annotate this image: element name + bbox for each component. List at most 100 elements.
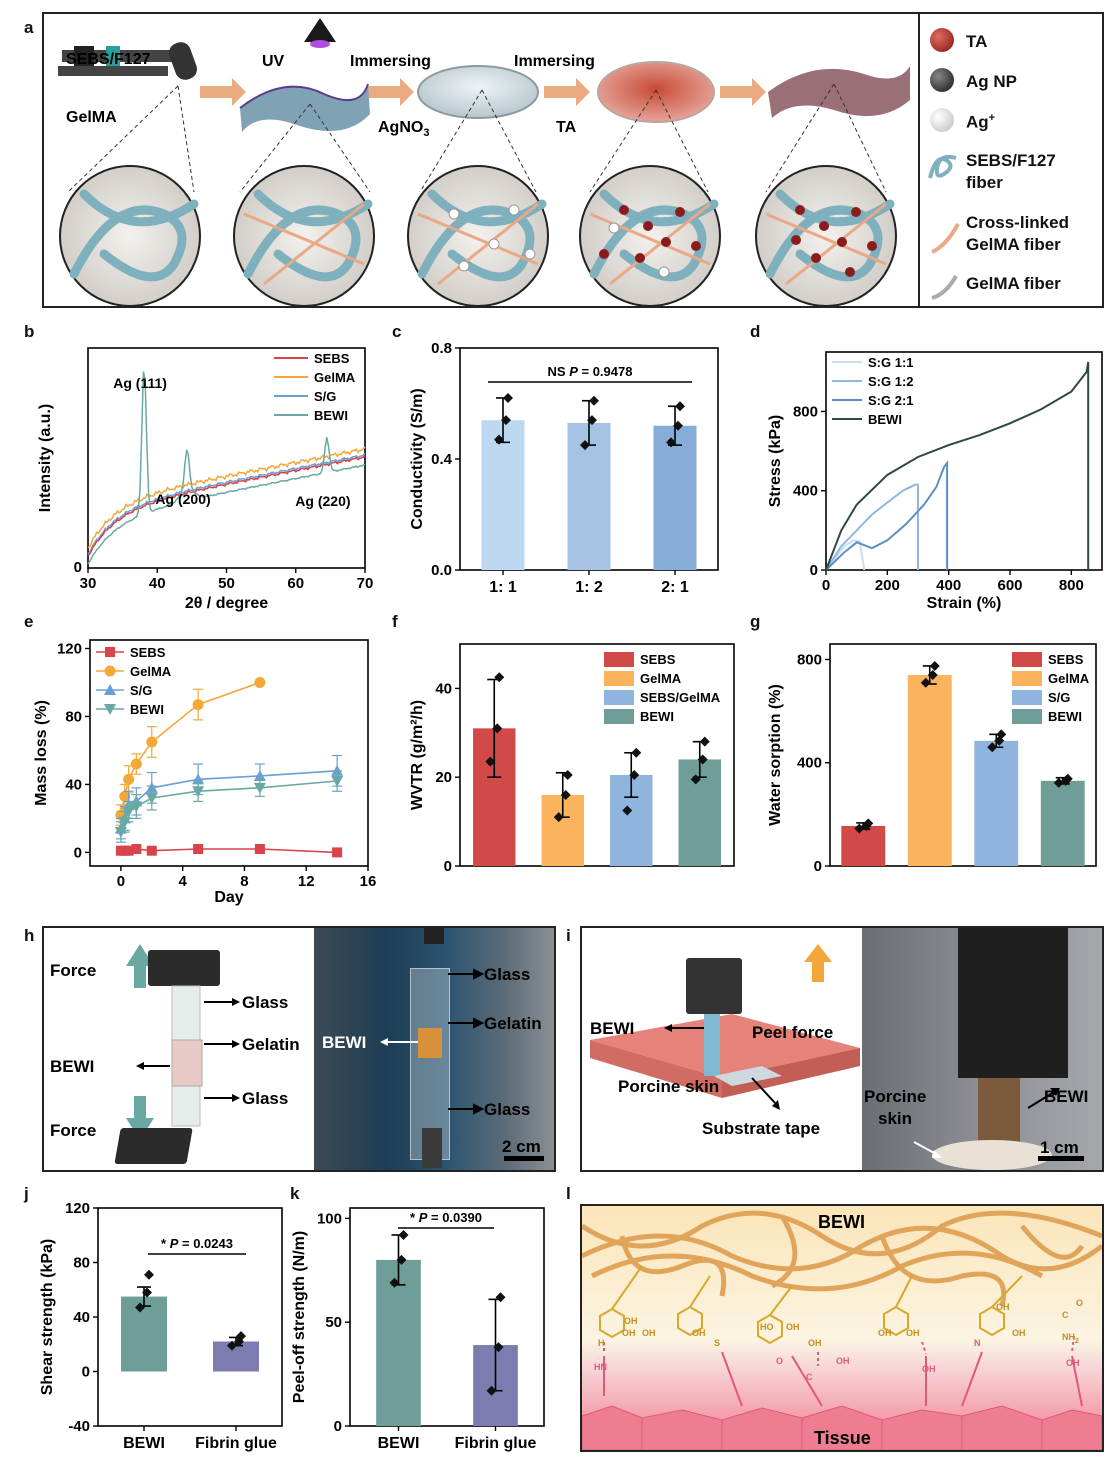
legend-label: S/G bbox=[1048, 690, 1070, 705]
panel-l-illustration: OH OH OH H S HO OH OH O OH C OH OH OH N … bbox=[582, 1210, 1102, 1450]
clamp-i bbox=[686, 958, 742, 1014]
tissue-bonds bbox=[603, 1335, 1083, 1407]
data-point bbox=[131, 844, 142, 855]
x-tick-label: 8 bbox=[240, 873, 248, 890]
significance-label: * P = 0.0243 bbox=[161, 1236, 233, 1251]
x-tick-label: BEWI bbox=[123, 1435, 165, 1452]
panel-letter-f: f bbox=[392, 612, 398, 631]
photo-label-glass-top: Glass bbox=[484, 965, 530, 984]
data-point bbox=[396, 1254, 407, 1265]
plot-frame bbox=[825, 351, 1103, 571]
legend-label: S:G 1:2 bbox=[868, 374, 914, 389]
x-tick-label: 30 bbox=[80, 575, 97, 592]
chart-j-shear-strength: -40 0 40 80 120 Shear strength (kPa) BEWI Fibri… bbox=[39, 1200, 283, 1452]
label-glass-bottom: Glass bbox=[242, 1089, 288, 1108]
y-axis-label: Mass loss (%) bbox=[33, 700, 50, 806]
x-tick-label: 200 bbox=[875, 577, 900, 594]
y-tick-label: 0 bbox=[814, 858, 822, 875]
tissue-cells bbox=[582, 1405, 1102, 1450]
y-axis-label: Peel-off strength (N/m) bbox=[291, 1231, 308, 1403]
bewi-photo-i bbox=[978, 1078, 1020, 1148]
porcine-skin-block bbox=[590, 1014, 860, 1078]
data-point bbox=[486, 1385, 497, 1396]
process-arrows bbox=[200, 78, 766, 106]
x-tick-label: 50 bbox=[218, 575, 235, 592]
legend-swatch bbox=[1012, 709, 1042, 724]
x-tick-label: 1: 1 bbox=[489, 579, 517, 596]
data-point bbox=[589, 395, 599, 406]
panel-a-legend-divider bbox=[918, 12, 920, 308]
data-point bbox=[501, 415, 511, 426]
svg-text:O: O bbox=[1076, 1298, 1083, 1308]
data-point bbox=[130, 801, 143, 813]
panel-h-schematic: Force Force Glass Gelatin Glass BEWI bbox=[50, 944, 300, 1164]
data-point bbox=[192, 786, 205, 798]
panel-letter-g: g bbox=[750, 612, 761, 631]
label-immersing-1: Immersing bbox=[350, 53, 431, 70]
xrd-series-sebs bbox=[87, 455, 366, 557]
data-point bbox=[146, 736, 158, 748]
series-sg11 bbox=[825, 539, 866, 571]
chart-d-stress-strain: 0 200 400 600 800 0 400 800 Strain (%) Stress (kP… bbox=[767, 351, 1103, 612]
svg-text:OH: OH bbox=[642, 1328, 656, 1338]
petri-dish-agno3 bbox=[417, 65, 539, 119]
svg-text:OH: OH bbox=[922, 1364, 936, 1374]
panel-h-photo bbox=[314, 928, 554, 1170]
panel-a-frame bbox=[42, 12, 1104, 308]
label-force-bottom: Force bbox=[50, 1121, 96, 1140]
x-tick-label: 400 bbox=[936, 577, 961, 594]
x-tick-label: 40 bbox=[149, 575, 166, 592]
data-point bbox=[699, 736, 710, 747]
data-point bbox=[123, 845, 134, 856]
data-point bbox=[332, 847, 343, 858]
data-point bbox=[994, 735, 1005, 746]
clamp-photo-bottom bbox=[422, 1128, 442, 1168]
bar-sg bbox=[974, 740, 1019, 866]
legend-crosslinked-gelma: Cross-linked GelMA fiber bbox=[966, 213, 1069, 254]
x-tick-label: 800 bbox=[1059, 577, 1084, 594]
fiber-mat-uv bbox=[240, 84, 370, 132]
y-tick-label: 80 bbox=[73, 1255, 90, 1272]
clamp-photo-top bbox=[424, 928, 444, 944]
data-point bbox=[996, 729, 1007, 740]
legend-label: S/G bbox=[314, 389, 336, 404]
legend-swatch bbox=[1012, 690, 1042, 705]
data-point bbox=[562, 769, 573, 780]
bewi-fiber-mesh bbox=[582, 1210, 1102, 1307]
plot-frame bbox=[349, 1207, 545, 1427]
data-point bbox=[580, 440, 590, 451]
label-force-top: Force bbox=[50, 961, 96, 980]
data-point bbox=[144, 1269, 154, 1280]
bar-bewi bbox=[1040, 780, 1085, 866]
data-point bbox=[104, 704, 116, 715]
xrd-series-gelma bbox=[87, 446, 366, 549]
fiber-mat-final bbox=[768, 66, 910, 118]
data-point bbox=[631, 747, 642, 758]
data-point bbox=[675, 401, 685, 412]
panel-letter-h: h bbox=[24, 926, 35, 945]
y-tick-label: 0 bbox=[444, 858, 452, 875]
x-tick-label: 0 bbox=[822, 577, 830, 594]
x-axis-label: 2θ / degree bbox=[185, 595, 268, 612]
y-tick-label: 20 bbox=[435, 769, 452, 786]
bar-bewi bbox=[376, 1259, 421, 1426]
y-axis-label: Conductivity (S/m) bbox=[409, 388, 426, 529]
y-tick-label: 40 bbox=[65, 776, 82, 793]
data-point bbox=[130, 758, 142, 770]
data-point bbox=[236, 1331, 246, 1342]
panel-letter-e: e bbox=[24, 612, 34, 631]
photo-label-bewi: BEWI bbox=[322, 1033, 366, 1052]
legend-label: SEBS bbox=[314, 351, 350, 366]
y-tick-label: 80 bbox=[65, 708, 82, 725]
label-uv: UV bbox=[262, 53, 285, 70]
data-point bbox=[122, 806, 135, 818]
svg-text:OH: OH bbox=[878, 1328, 892, 1338]
panel-i-photo-labels: Porcine skin BEWI 1 cm bbox=[864, 1087, 1088, 1161]
svg-text:NH2: NH2 bbox=[1062, 1332, 1079, 1345]
data-point bbox=[697, 754, 708, 765]
x-tick-label: BEWI bbox=[378, 1435, 420, 1452]
data-point bbox=[494, 434, 504, 445]
panel-letter-b: b bbox=[24, 322, 35, 341]
data-point bbox=[622, 805, 633, 816]
y-tick-label: -40 bbox=[68, 1418, 90, 1435]
